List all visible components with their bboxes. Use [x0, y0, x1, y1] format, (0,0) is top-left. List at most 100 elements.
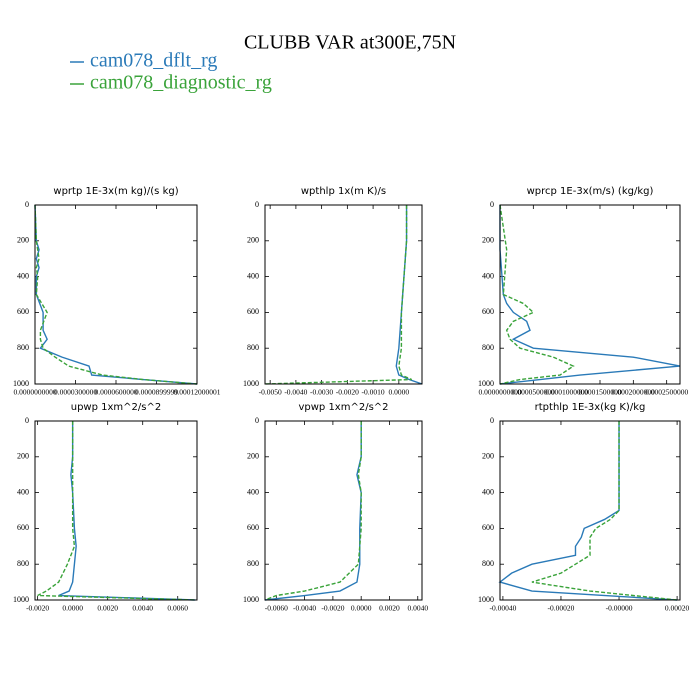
x-tick-label: -0.0020 [321, 604, 344, 613]
x-tick-label: -0.00000 [606, 604, 633, 613]
x-tick-label: 0.0002000000 [612, 388, 655, 397]
x-tick-label: 0.0000 [62, 604, 83, 613]
profile-line [37, 421, 196, 601]
y-tick-label: 0 [255, 200, 259, 209]
y-tick-label: 1000 [13, 379, 29, 388]
plot-frame [264, 204, 423, 385]
y-tick-label: 1000 [478, 379, 494, 388]
legend-label: cam078_diagnostic_rg [90, 72, 272, 94]
y-tick-label: 200 [247, 236, 259, 245]
y-tick-label: 600 [17, 523, 29, 532]
y-tick-label: 0 [25, 416, 29, 425]
y-tick-label: 800 [482, 343, 494, 352]
legend-label: cam078_dflt_rg [90, 50, 217, 72]
y-tick-label: 1000 [13, 595, 29, 604]
y-tick-label: 800 [17, 559, 29, 568]
x-tick-label: 0.0000 [351, 604, 372, 613]
plot-frame [34, 420, 198, 601]
y-tick-label: 1000 [478, 595, 494, 604]
y-tick-label: 200 [17, 452, 29, 461]
y-tick-label: 0 [255, 416, 259, 425]
x-tick-label: -0.00020 [548, 604, 575, 613]
y-tick-label: 400 [17, 271, 29, 280]
x-tick-label: -0.0020 [26, 604, 49, 613]
x-tick-label: 0.00020 [665, 604, 690, 613]
y-tick-label: 600 [247, 307, 259, 316]
y-tick-label: 200 [482, 452, 494, 461]
y-tick-label: 200 [247, 452, 259, 461]
profile-line [58, 421, 196, 601]
panel: vpwp 1xm^2/s^2 0 200 400 600 800 1000 -0.0060 -0… [243, 402, 428, 613]
x-tick-label: -0.0050 [259, 388, 282, 397]
x-tick-label: 0.0040 [132, 604, 153, 613]
figure-title: CLUBB VAR at300E,75N [244, 32, 456, 54]
x-tick-label: 0.00012000001 [174, 388, 221, 397]
x-tick-label: 0.0002500000 [645, 388, 688, 397]
profile-line [395, 205, 423, 385]
y-tick-label: 600 [482, 523, 494, 532]
x-tick-label: 0.0020 [97, 604, 118, 613]
y-tick-label: 600 [247, 523, 259, 532]
panel-title: wpthlp 1x(m K)/s [301, 186, 386, 197]
profile-line [531, 421, 678, 601]
y-tick-label: 800 [482, 559, 494, 568]
plot-frame [34, 204, 198, 385]
panel-title: wprcp 1E-3x(m/s) (kg/kg) [527, 186, 654, 197]
y-tick-label: 400 [482, 271, 494, 280]
x-tick-label: 0.0000000000 [478, 388, 521, 397]
y-tick-label: 600 [17, 307, 29, 316]
x-tick-label: -0.0060 [265, 604, 288, 613]
panel-title: vpwp 1xm^2/s^2 [298, 402, 388, 413]
y-tick-label: 400 [17, 487, 29, 496]
y-tick-label: 400 [482, 487, 494, 496]
panel: wpthlp 1x(m K)/s 0 200 400 600 800 1000-0.0050… [243, 186, 423, 397]
plot-frame [499, 204, 681, 385]
panel: rtpthlp 1E-3x(kg K)/kg02004006008001000-… [478, 402, 690, 613]
y-tick-label: 200 [482, 236, 494, 245]
x-tick-label: 0.0040 [407, 604, 428, 613]
panel: upwp 1xm^2/s^2 0 200 400 600 800 1000-0.0020 0.… [13, 402, 198, 613]
y-tick-label: 0 [25, 200, 29, 209]
y-tick-label: 600 [482, 307, 494, 316]
x-tick-label: -0.0040 [284, 388, 307, 397]
x-tick-label: 0.0000600000 [94, 388, 137, 397]
y-tick-label: 800 [17, 343, 29, 352]
x-tick-label: 0.0000300000 [54, 388, 97, 397]
y-tick-label: 0 [490, 200, 494, 209]
x-tick-label: -0.0030 [310, 388, 333, 397]
plot-frame [499, 420, 681, 601]
x-tick-label: -0.0010 [362, 388, 385, 397]
x-tick-label: 0.0060 [167, 604, 188, 613]
x-tick-label: 0.0000899999 [135, 388, 178, 397]
legend: cam078_dflt_rg cam078_diagnostic_rg [70, 50, 272, 94]
panel: wprcp 1E-3x(m/s) (kg/kg) 0 200 400 600 800 100… [478, 186, 688, 397]
profile-line [499, 204, 575, 385]
x-tick-label: 0.0000 [389, 388, 410, 397]
profile-line [264, 421, 362, 601]
y-tick-label: 400 [247, 271, 259, 280]
x-tick-label: 0.0000000000 [13, 388, 56, 397]
y-tick-label: 800 [247, 559, 259, 568]
profile-line [499, 205, 681, 385]
y-tick-label: 200 [17, 236, 29, 245]
x-tick-label: -0.00040 [489, 604, 516, 613]
plot-frame [264, 420, 423, 601]
panel-title: wprtp 1E-3x(m kg)/(s kg) [53, 186, 178, 197]
profile-line [498, 421, 678, 601]
panel: wprtp 1E-3x(m kg)/(s kg) 0 200 400 600 800 100… [13, 186, 221, 397]
x-tick-label: 0.0001500000 [578, 388, 621, 397]
x-tick-label: 0.0020 [379, 604, 400, 613]
y-tick-label: 0 [490, 416, 494, 425]
panel-title: rtpthlp 1E-3x(kg K)/kg [535, 402, 646, 413]
x-tick-label: -0.0020 [336, 388, 359, 397]
x-tick-label: -0.0040 [293, 604, 316, 613]
y-tick-label: 1000 [243, 595, 259, 604]
x-tick-label: 0.0001000000 [545, 388, 588, 397]
x-tick-label: 0.0000500000 [512, 388, 555, 397]
y-tick-label: 800 [247, 343, 259, 352]
y-tick-label: 1000 [243, 379, 259, 388]
y-tick-label: 400 [247, 487, 259, 496]
profile-line [34, 204, 198, 385]
